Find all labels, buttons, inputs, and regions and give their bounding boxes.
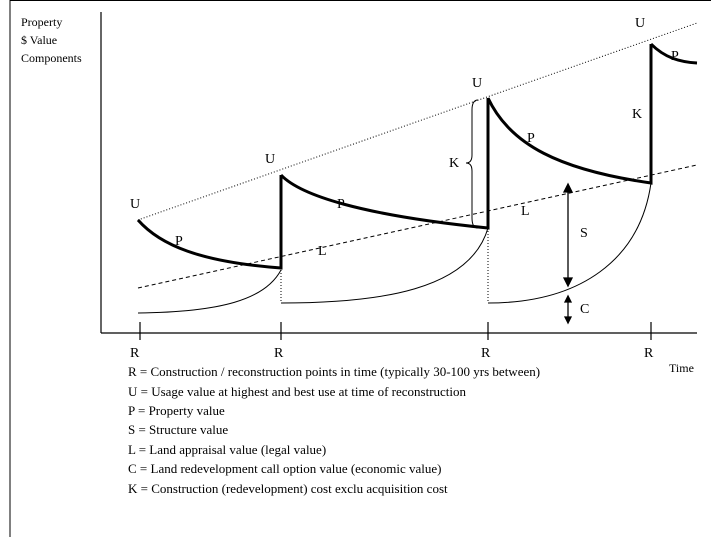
k-label: K [632,107,642,122]
u-label: U [265,152,275,167]
legend-line: R = Construction / reconstruction points… [128,364,540,379]
p-label: P [175,234,183,249]
option-curve [280,227,489,304]
option-curves [137,182,652,314]
legend-line: P = Property value [128,403,225,418]
l-label: L [318,244,327,259]
c-label: C [580,302,589,317]
y-axis-label: $ Value [21,33,57,47]
legend-line: S = Structure value [128,422,228,437]
k-brace [465,99,479,229]
p-label: P [527,131,535,146]
y-axis-label: Property [21,15,62,29]
r-label: R [644,346,654,361]
drop-lines [280,228,489,303]
s-arrowheads [562,182,574,288]
option-curve [137,269,282,314]
c-arrowheads [563,294,573,325]
legend-line: U = Usage value at highest and best use … [128,384,467,399]
u-label: U [635,16,645,31]
property-curve [136,175,283,270]
property-curve [279,98,490,230]
k-label: K [449,156,459,171]
u-label: U [130,197,140,212]
l-label: L [521,204,530,219]
land-line [137,164,698,289]
s-label: S [580,226,588,241]
r-label: R [130,346,140,361]
y-axis-label: Components [21,51,82,65]
x-axis-label: Time [669,361,694,375]
r-ticks [139,322,652,340]
property-curve [486,44,653,185]
property-curve [649,42,698,65]
legend-line: K = Construction (redevelopment) cost ex… [128,481,448,496]
p-label: P [671,49,679,64]
legend-line: C = Land redevelopment call option value… [128,461,441,476]
option-curve [487,182,652,304]
r-label: R [481,346,491,361]
legend-line: L = Land appraisal value (legal value) [128,442,326,457]
property-curves [136,42,698,270]
p-label: P [337,197,345,212]
r-label: R [274,346,284,361]
u-label: U [472,76,482,91]
arrows [562,182,574,325]
